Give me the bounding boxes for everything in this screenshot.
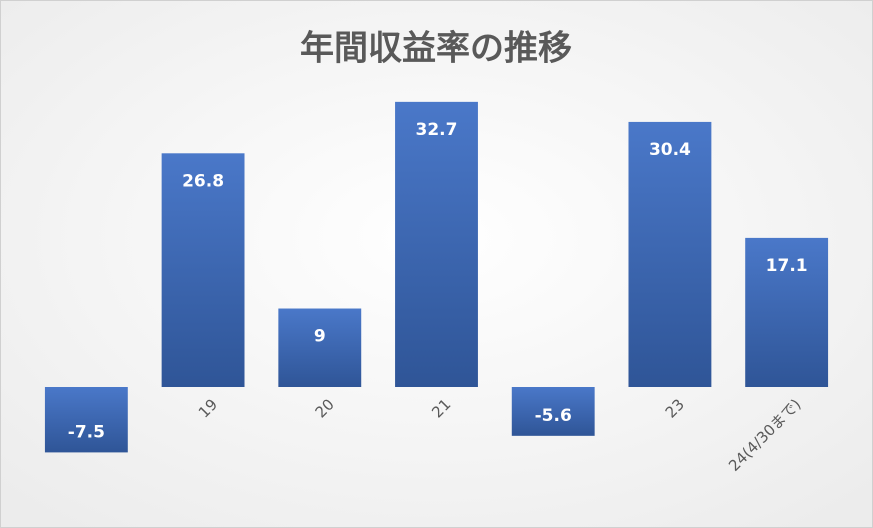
value-label: 32.7 <box>416 120 458 140</box>
value-label: 9 <box>314 327 326 347</box>
bar <box>44 387 128 453</box>
bar <box>628 121 712 388</box>
bar <box>161 153 245 387</box>
value-label: -7.5 <box>68 422 105 442</box>
value-label: 26.8 <box>182 171 224 191</box>
bar <box>745 237 829 387</box>
value-label: 30.4 <box>649 140 691 160</box>
bar <box>511 387 595 436</box>
chart-title: 年間収益率の推移 <box>300 29 572 69</box>
value-label: 17.1 <box>766 256 808 276</box>
bar <box>395 101 478 387</box>
value-label: -5.6 <box>535 406 572 426</box>
bar <box>278 308 362 387</box>
